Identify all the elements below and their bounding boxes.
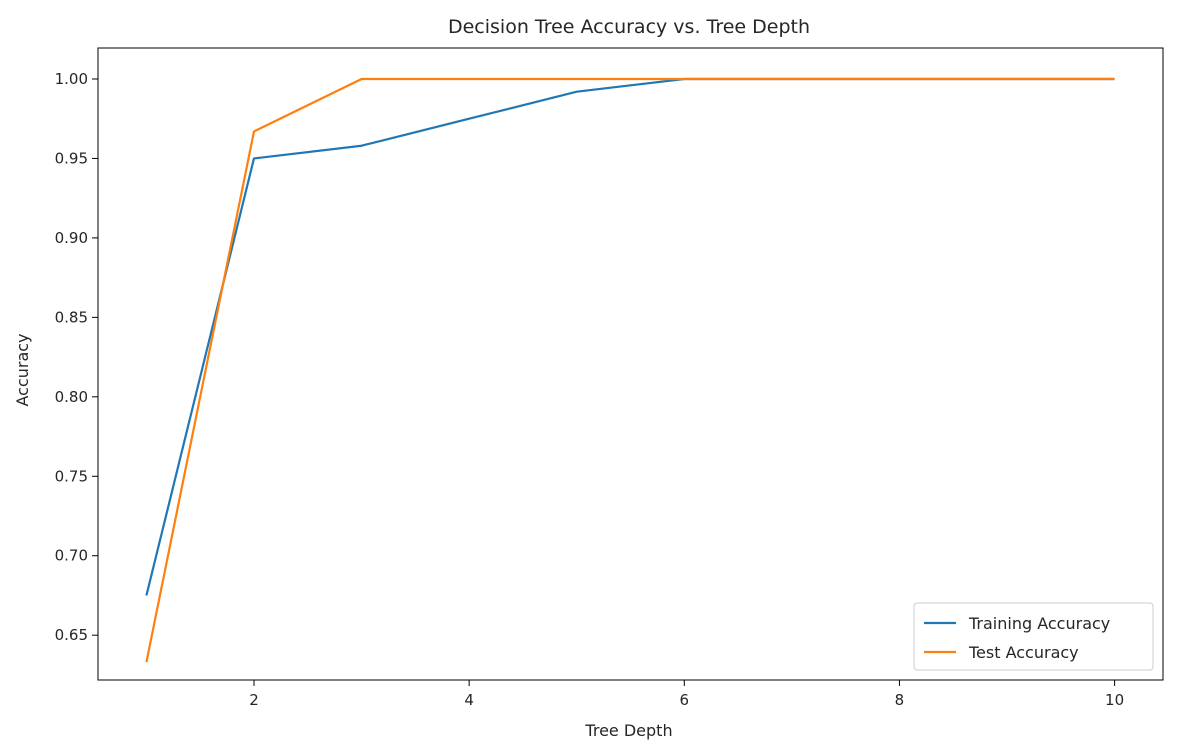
plot-area bbox=[97, 47, 1164, 681]
x-tick-label: 10 bbox=[1105, 691, 1124, 709]
y-tick-label: 0.70 bbox=[55, 547, 88, 565]
y-tick-label: 1.00 bbox=[55, 70, 88, 88]
legend-label-1: Test Accuracy bbox=[968, 643, 1079, 662]
legend: Training Accuracy Test Accuracy bbox=[913, 602, 1154, 671]
legend-box bbox=[913, 602, 1154, 671]
y-tick-label: 0.90 bbox=[55, 229, 88, 247]
chart-title: Decision Tree Accuracy vs. Tree Depth bbox=[448, 16, 810, 38]
y-axis-label: Accuracy bbox=[13, 333, 32, 406]
plot-frame bbox=[97, 47, 1164, 681]
x-tick-label: 8 bbox=[895, 691, 905, 709]
y-tick-label: 0.75 bbox=[55, 467, 88, 485]
y-tick-label: 0.80 bbox=[55, 388, 88, 406]
x-axis-label: Tree Depth bbox=[584, 721, 672, 740]
x-tick-label: 4 bbox=[464, 691, 474, 709]
series-line-1 bbox=[145, 77, 1115, 663]
y-tick-label: 0.95 bbox=[55, 149, 88, 167]
x-tick-label: 2 bbox=[249, 691, 259, 709]
y-tick-label: 0.65 bbox=[55, 626, 88, 644]
x-axis: 2 4 6 8 10 bbox=[249, 680, 1124, 709]
x-tick-label: 6 bbox=[680, 691, 690, 709]
legend-label-0: Training Accuracy bbox=[968, 614, 1110, 633]
y-axis: 0.65 0.70 0.75 0.80 0.85 0.90 0.95 1.00 bbox=[55, 70, 98, 644]
y-tick-label: 0.85 bbox=[55, 308, 88, 326]
